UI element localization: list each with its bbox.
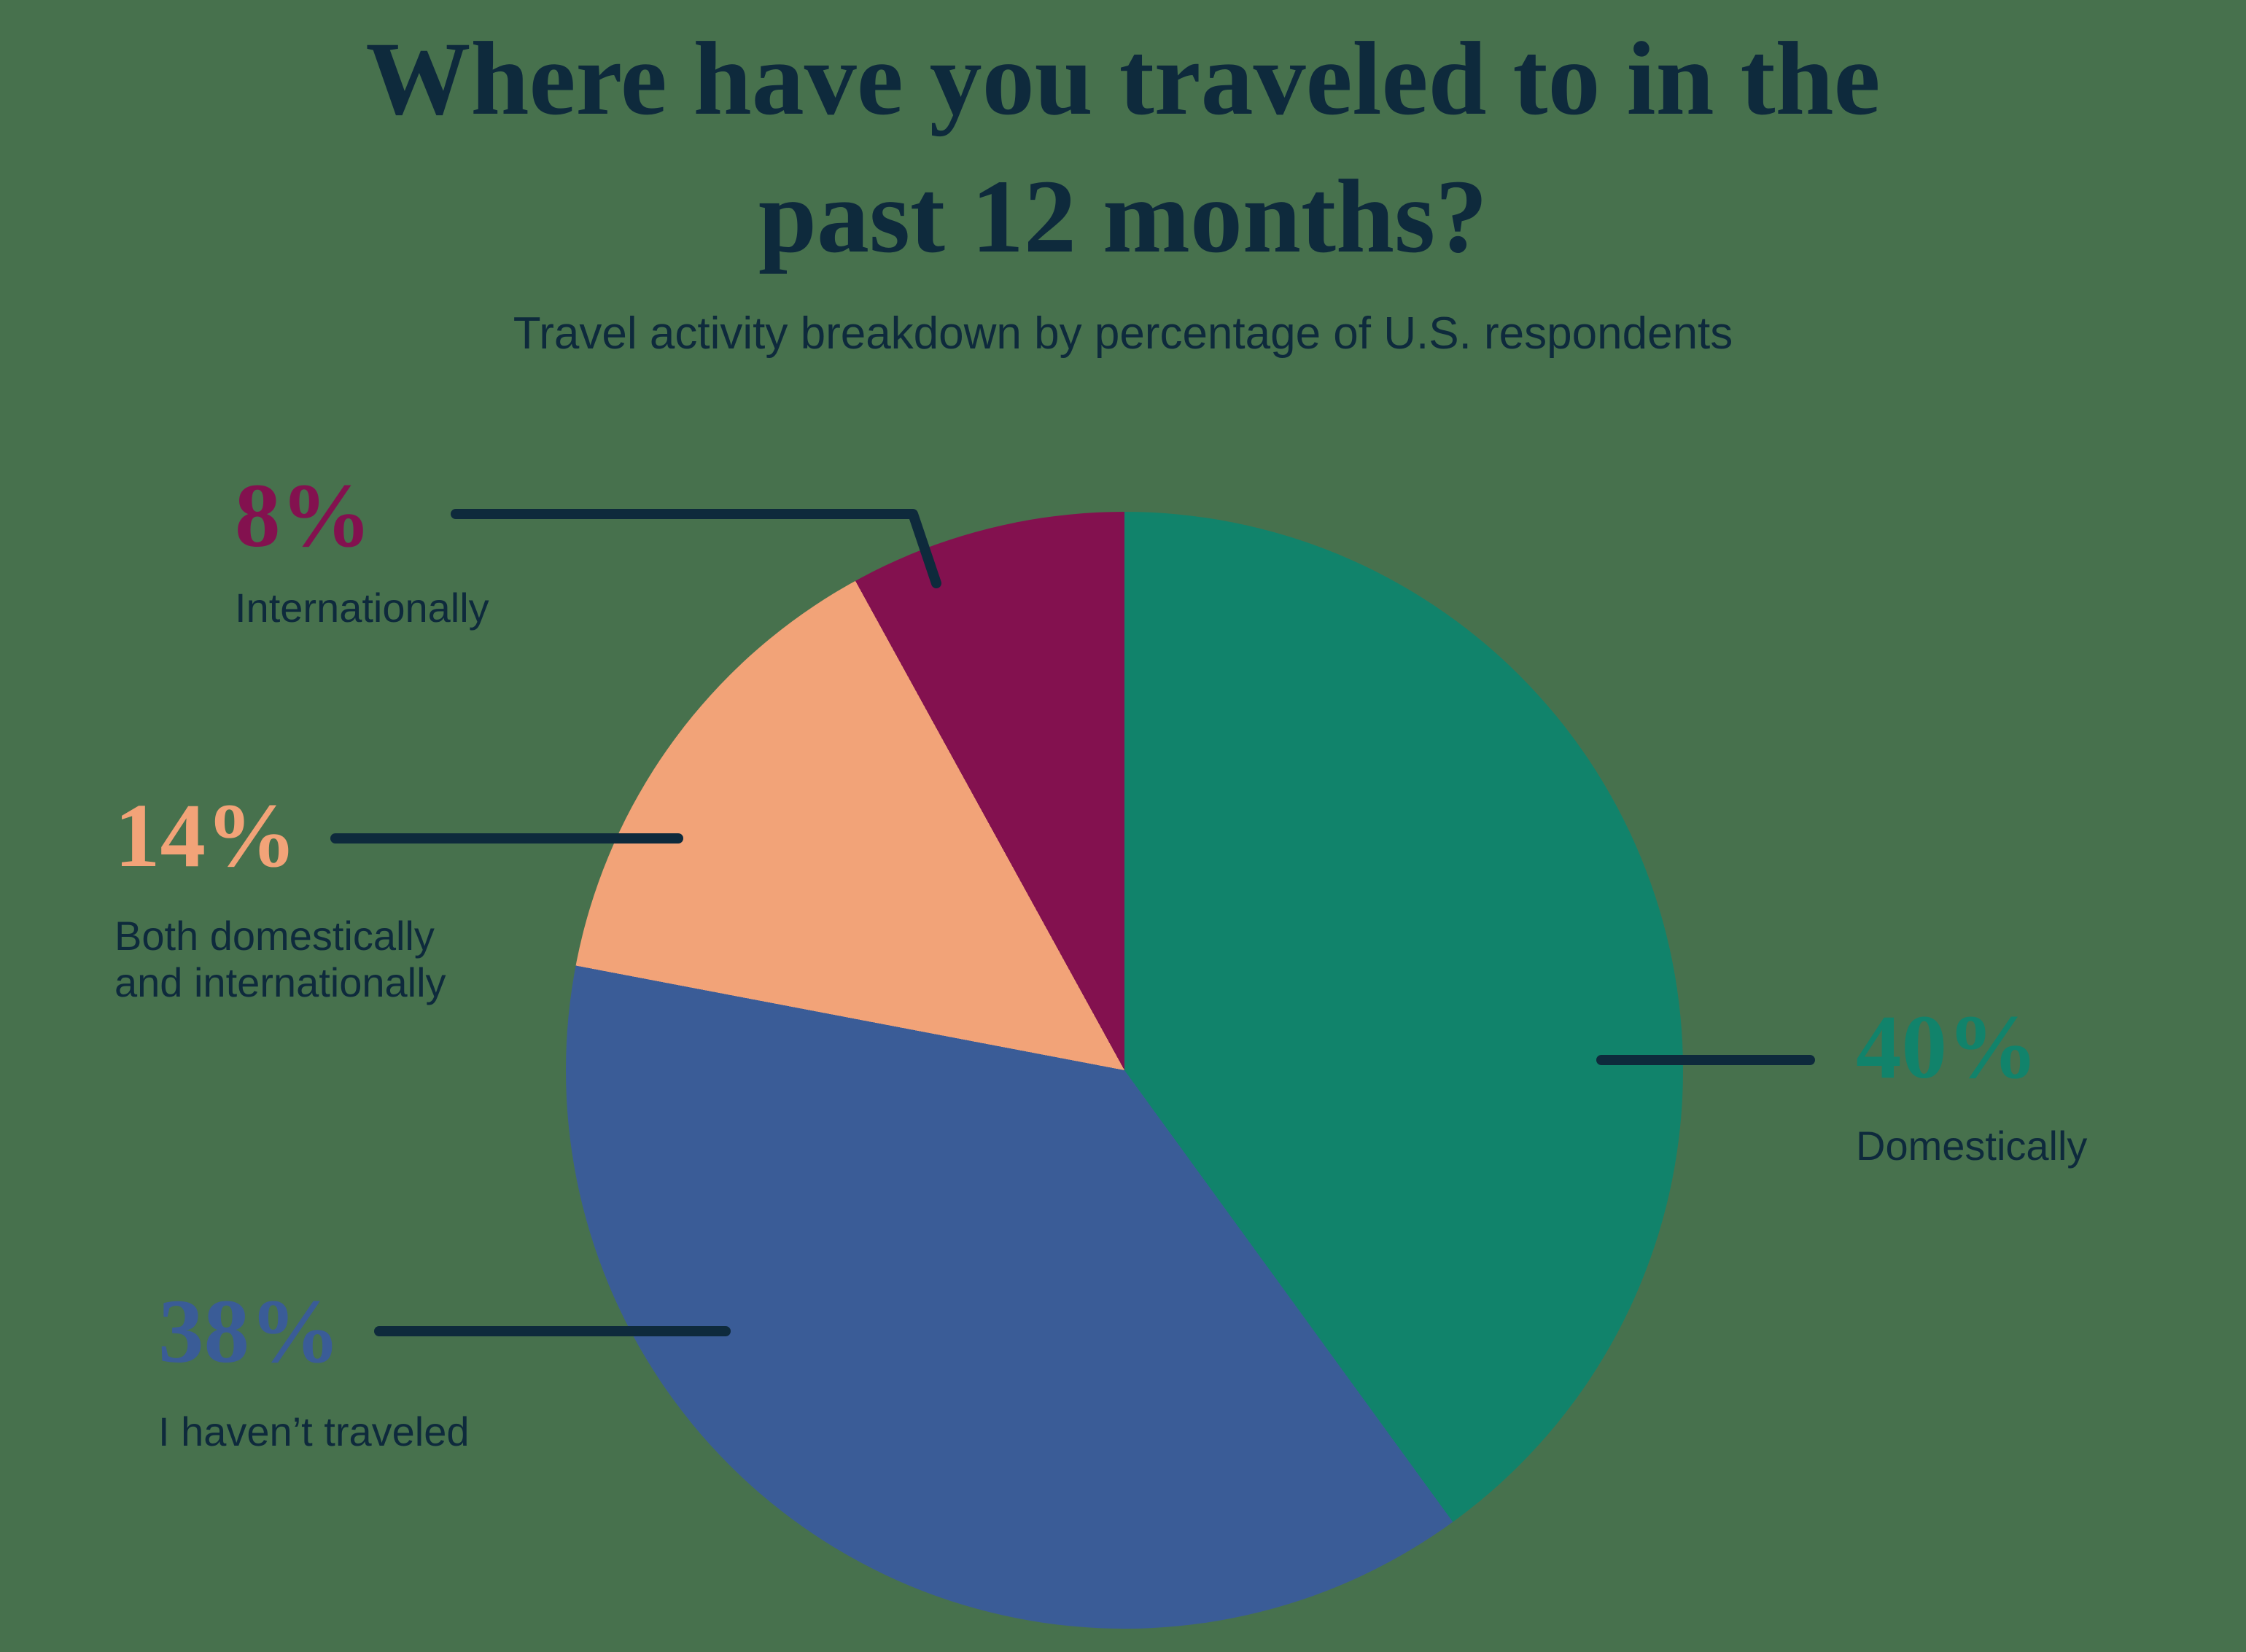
- label-both: Both domestically and internationally: [114, 913, 446, 1006]
- leader-line-internationally: [451, 509, 941, 588]
- page-title-line1: Where have you traveled to in the: [365, 21, 1881, 137]
- pct-havent-traveled: 38%: [158, 1282, 341, 1382]
- label-both-line1: Both domestically: [114, 913, 435, 959]
- page-title: Where have you traveled to in the past 1…: [0, 10, 2246, 286]
- label-havent-traveled: I haven’t traveled: [158, 1409, 470, 1454]
- pct-internationally: 8%: [235, 466, 372, 566]
- page-title-line2: past 12 months?: [758, 159, 1488, 275]
- label-domestically: Domestically: [1856, 1123, 2088, 1169]
- pct-domestically: 40%: [1856, 997, 2038, 1098]
- label-both-line2: and internationally: [114, 959, 446, 1005]
- label-internationally: Internationally: [235, 585, 489, 631]
- page-subtitle: Travel activity breakdown by percentage …: [513, 308, 1733, 359]
- pct-both: 14%: [114, 786, 297, 887]
- pie-chart: [566, 512, 1683, 1629]
